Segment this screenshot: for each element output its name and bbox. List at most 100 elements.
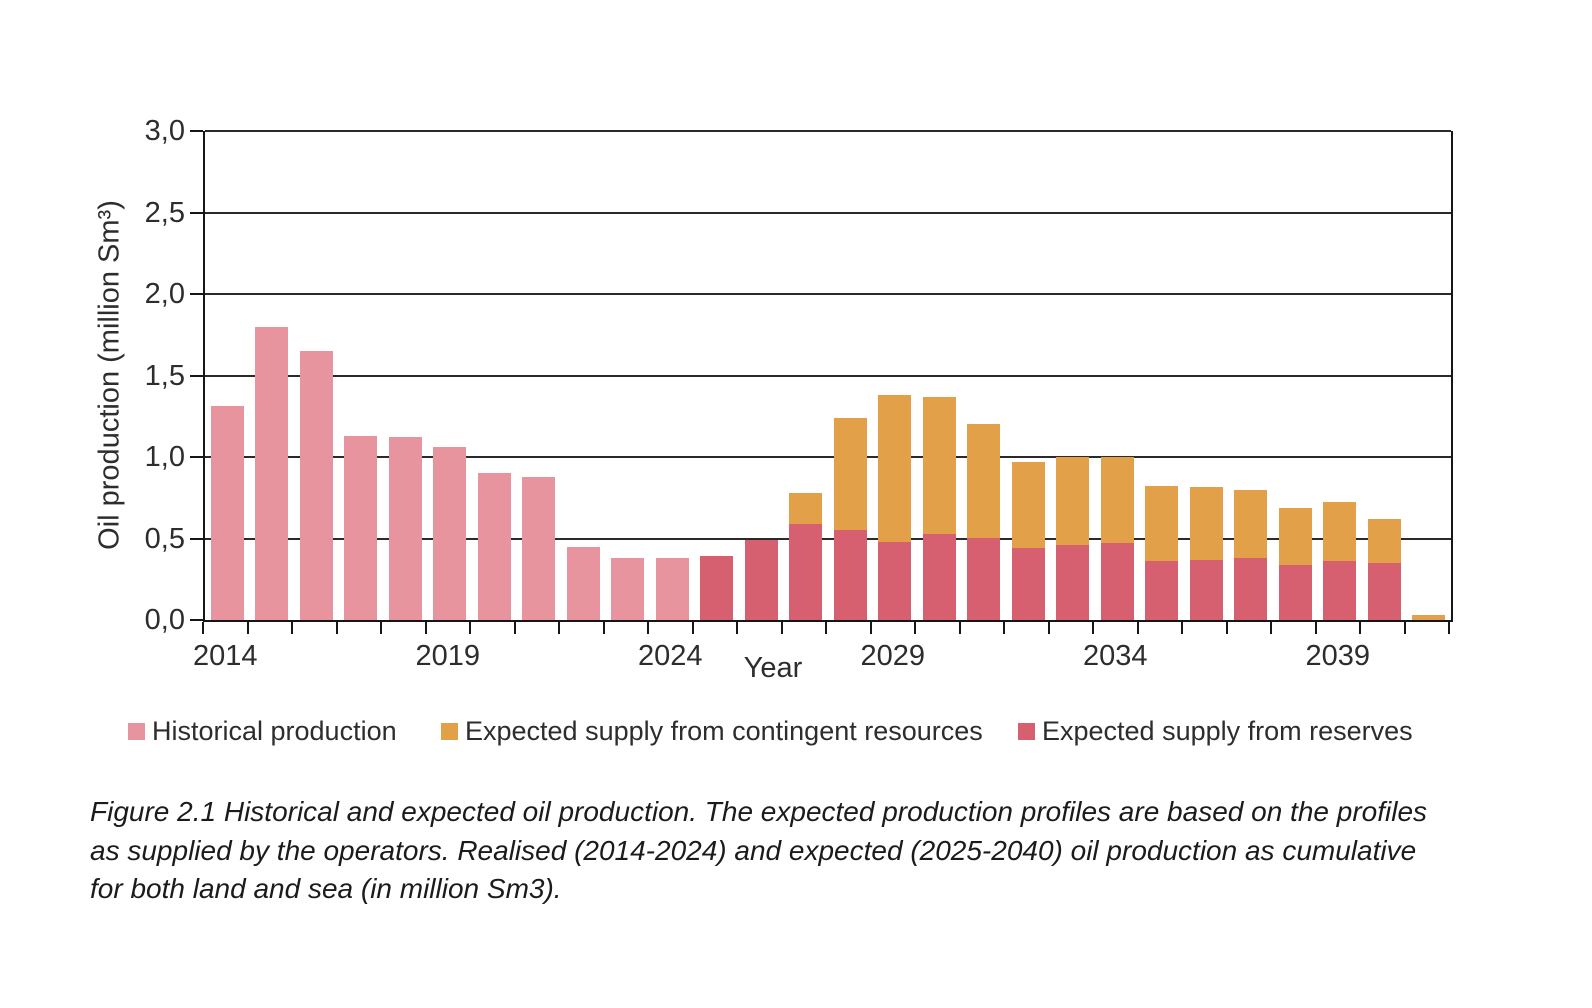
legend-label: Expected supply from reserves [1042, 715, 1413, 746]
y-tick-label: 1,5 [144, 359, 185, 392]
bar-segment-expected-supply-from-contingent-resources [878, 395, 912, 542]
bar-segment-expected-supply-from-contingent-resources [922, 397, 956, 534]
bar-segment-historical-production [344, 436, 378, 620]
y-axis-tick [190, 374, 203, 377]
x-axis-tick [691, 622, 694, 634]
x-axis-tick [647, 622, 649, 634]
legend-swatch [441, 722, 458, 740]
bar-segment-expected-supply-from-contingent-resources [1011, 462, 1045, 548]
x-axis-tick [1092, 622, 1094, 634]
y-axis-tick [190, 537, 203, 540]
x-tick-label: 2014 [192, 640, 258, 672]
bar-segment-expected-supply-from-reserves [1011, 548, 1045, 620]
gridline [205, 130, 1451, 132]
y-tick-label: 2,0 [144, 278, 185, 310]
bar-segment-expected-supply-from-reserves [922, 534, 956, 620]
x-axis-tick [1314, 622, 1317, 634]
x-axis-tick [1270, 622, 1272, 634]
legend-swatch [1018, 722, 1035, 740]
bar-segment-expected-supply-from-contingent-resources [1056, 457, 1090, 545]
gridline [205, 293, 1451, 295]
bar-segment-expected-supply-from-contingent-resources [1323, 502, 1357, 561]
bar-segment-historical-production [611, 558, 645, 620]
x-axis-tick [736, 622, 738, 634]
bar-segment-expected-supply-from-reserves [878, 542, 912, 620]
x-axis-tick [958, 622, 961, 634]
plot-area [203, 130, 1453, 622]
y-tick-label: 0,0 [144, 604, 185, 636]
x-axis-tick [1448, 622, 1450, 634]
bar-segment-expected-supply-from-contingent-resources [833, 418, 867, 530]
x-axis-tick [202, 622, 204, 634]
bar-segment-expected-supply-from-contingent-resources [967, 424, 1001, 538]
figure-caption: Figure 2.1 Historical and expected oil p… [90, 796, 1428, 905]
bar-segment-historical-production [655, 558, 689, 620]
x-axis-tick [291, 622, 293, 634]
x-axis-tick [335, 622, 338, 634]
x-axis-tick [914, 622, 916, 634]
y-axis-tick [190, 619, 203, 621]
bar-segment-expected-supply-from-contingent-resources [1278, 508, 1312, 565]
bar-segment-expected-supply-from-contingent-resources [789, 493, 823, 524]
y-axis-tick [190, 130, 203, 132]
x-tick-label: 2034 [1082, 640, 1148, 672]
legend: Historical production Expected supply fro… [0, 714, 1592, 754]
gridline [205, 537, 1451, 540]
gridline [205, 456, 1451, 458]
bar-segment-expected-supply-from-reserves [1100, 543, 1134, 620]
x-axis-tick [1003, 622, 1005, 634]
x-axis-tick [246, 622, 249, 634]
x-axis-tick [424, 622, 427, 634]
x-axis-tick [602, 622, 605, 634]
bar-segment-expected-supply-from-contingent-resources [1189, 487, 1223, 560]
x-axis-tick [780, 622, 783, 634]
bar-segment-historical-production [388, 437, 422, 620]
legend-label: Historical production [152, 715, 397, 746]
legend-item: Expected supply from contingent resource… [441, 714, 983, 748]
bar-segment-expected-supply-from-reserves [1189, 560, 1223, 620]
x-axis-tick [1359, 622, 1361, 634]
y-axis-tick [190, 456, 203, 458]
bar-segment-expected-supply-from-contingent-resources [1367, 519, 1401, 563]
x-tick-label: 2019 [415, 640, 481, 672]
bar-segment-expected-supply-from-reserves [1056, 545, 1090, 620]
y-tick-label: 2,5 [144, 196, 185, 229]
bar-segment-expected-supply-from-reserves [833, 530, 867, 620]
bar-segment-historical-production [299, 351, 333, 620]
y-axis-tick [190, 211, 203, 214]
x-axis-tick [469, 622, 471, 634]
bar-segment-expected-supply-from-reserves [700, 556, 734, 620]
x-tick-label: 2039 [1305, 640, 1371, 672]
bar-segment-expected-supply-from-contingent-resources [1145, 486, 1179, 561]
bar-segment-expected-supply-from-reserves [1323, 561, 1357, 620]
x-tick-label: 2024 [637, 640, 703, 672]
bar-segment-expected-supply-from-reserves [1234, 558, 1268, 620]
bar-segment-expected-supply-from-reserves [967, 538, 1001, 620]
gridline [205, 211, 1451, 214]
bar-segment-expected-supply-from-reserves [1367, 563, 1401, 620]
x-axis-tick [1403, 622, 1406, 634]
bar-segment-expected-supply-from-contingent-resources [1412, 615, 1446, 620]
legend-label: Expected supply from contingent resource… [465, 715, 983, 746]
oil-production-chart: Oil production (million Sm³) Year 0,0 0,5… [94, 115, 1453, 684]
legend-swatch [128, 722, 145, 740]
bar-segment-expected-supply-from-contingent-resources [1100, 457, 1134, 543]
x-axis-tick [1181, 622, 1183, 634]
x-axis-tick [1136, 622, 1139, 634]
x-axis-tick [380, 622, 382, 634]
bar-segment-expected-supply-from-reserves [1278, 565, 1312, 620]
x-axis-tick [1225, 622, 1228, 634]
y-tick-label: 3,0 [144, 115, 185, 147]
x-axis-tick [869, 622, 872, 634]
bar-segment-historical-production [477, 473, 511, 620]
bar-segment-historical-production [566, 547, 600, 620]
bar-segment-expected-supply-from-reserves [744, 540, 778, 620]
bar-segment-expected-supply-from-reserves [1145, 561, 1179, 620]
bar-segment-historical-production [210, 406, 244, 620]
x-axis-tick [1047, 622, 1050, 634]
x-axis-title: Year [743, 652, 803, 684]
y-tick-label: 1,0 [144, 441, 185, 473]
x-tick-label: 2029 [860, 640, 926, 672]
x-axis-tick [825, 622, 827, 634]
